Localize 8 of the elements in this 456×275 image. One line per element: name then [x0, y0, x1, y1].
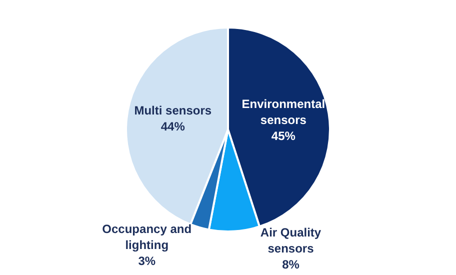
slice-label: Multi sensors: [134, 103, 212, 118]
slice-label: Environmental sensors: [242, 97, 326, 128]
data-label: 3%: [138, 254, 156, 268]
data-label: 8%: [282, 257, 300, 272]
slice-label: Air Quality sensors: [260, 225, 322, 256]
slice-label: Occupancy and lighting: [102, 222, 192, 252]
data-label: 44%: [160, 119, 186, 134]
data-label: 45%: [271, 129, 296, 144]
